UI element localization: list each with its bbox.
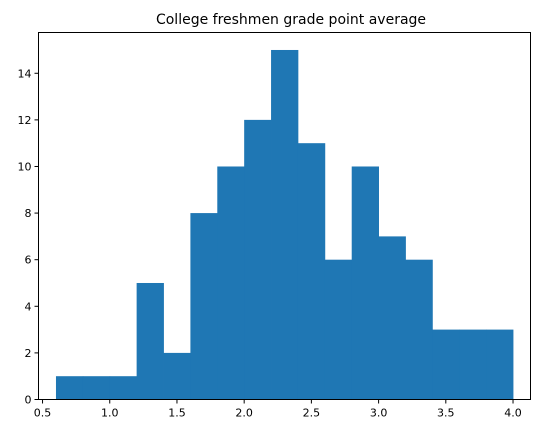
histogram-bar xyxy=(244,120,271,400)
bars-group xyxy=(56,50,513,400)
histogram-bar xyxy=(164,353,191,400)
y-tick-label: 2 xyxy=(25,347,32,360)
histogram-bar xyxy=(352,166,379,399)
histogram-bar xyxy=(459,330,486,400)
histogram-bar xyxy=(379,236,406,399)
histogram-bar xyxy=(432,330,459,400)
x-axis: 0.5 1.0 1.5 2.0 2.5 3.0 3.5 4.0 xyxy=(34,400,522,420)
histogram-bar xyxy=(217,166,244,399)
x-tick-label: 3.5 xyxy=(437,407,455,420)
y-tick-label: 8 xyxy=(25,207,32,220)
y-tick-label: 10 xyxy=(18,160,32,173)
histogram-bar xyxy=(137,283,164,400)
y-tick-label: 14 xyxy=(18,67,32,80)
histogram-bar xyxy=(190,213,217,399)
histogram-bar xyxy=(298,143,325,399)
chart-title: College freshmen grade point average xyxy=(156,12,426,28)
y-tick-label: 12 xyxy=(18,114,32,127)
y-tick-label: 6 xyxy=(25,254,32,267)
x-tick-label: 4.0 xyxy=(504,407,522,420)
y-tick-label: 0 xyxy=(25,394,32,407)
x-tick-label: 1.5 xyxy=(168,407,186,420)
y-axis: 0 2 4 6 8 10 12 14 xyxy=(18,67,39,406)
x-tick-label: 1.0 xyxy=(101,407,119,420)
histogram-bar xyxy=(110,376,137,399)
histogram-bar xyxy=(486,330,513,400)
histogram-bar xyxy=(271,50,298,400)
y-tick-label: 4 xyxy=(25,300,32,313)
x-tick-label: 2.0 xyxy=(235,407,253,420)
x-tick-label: 3.0 xyxy=(370,407,388,420)
histogram-bar xyxy=(83,376,110,399)
histogram-bar xyxy=(325,260,352,400)
x-tick-label: 2.5 xyxy=(303,407,321,420)
histogram-bar xyxy=(405,260,432,400)
histogram-bar xyxy=(56,376,83,399)
x-tick-label: 0.5 xyxy=(34,407,52,420)
